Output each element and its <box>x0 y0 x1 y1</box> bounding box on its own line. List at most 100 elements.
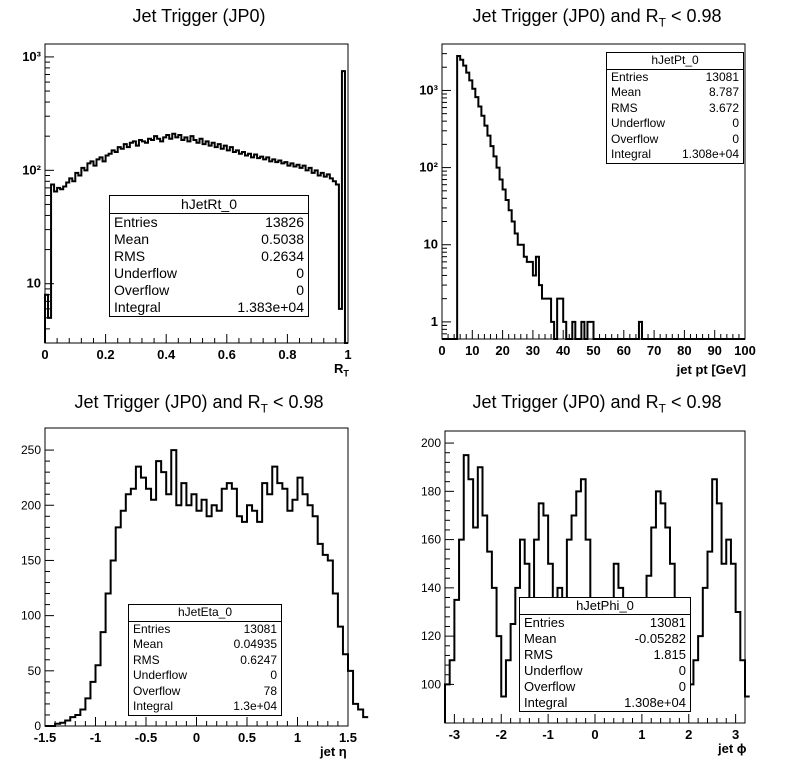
x-tick-label: 90 <box>707 343 721 358</box>
stats-row: Entries 13081 <box>524 615 686 630</box>
histogram-series <box>442 54 745 340</box>
x-tick-label: 0.8 <box>278 347 296 362</box>
x-tick-label: -2 <box>495 727 507 742</box>
x-tick-label: 0 <box>193 730 200 745</box>
histogram-series <box>44 70 348 344</box>
x-tick-label: 60 <box>617 343 631 358</box>
histogram-series <box>45 449 369 727</box>
y-tick-label: 140 <box>421 581 441 595</box>
y-tick-label: 10³ <box>22 49 41 64</box>
stats-row: Integral 1.308e+04 <box>611 147 739 161</box>
stats-name: hJetEta_0 <box>129 605 281 622</box>
x-tick-label: 20 <box>495 343 509 358</box>
x-tick-label: 80 <box>677 343 691 358</box>
x-tick-label: 1 <box>294 730 301 745</box>
stats-box: hJetPt_0 Entries 13081 Mean 8.787 RMS 3.672… <box>606 52 744 164</box>
x-axis-label: jet η <box>320 744 347 759</box>
stats-row: Integral 1.3e+04 <box>133 699 277 713</box>
x-tick-label: 40 <box>556 343 570 358</box>
stats-box: hJetEta_0 Entries 13081 Mean 0.04935 RMS 0.… <box>128 604 282 716</box>
x-tick-label: 0.6 <box>218 347 236 362</box>
y-tick-label: 200 <box>21 498 41 512</box>
x-tick-label: 70 <box>647 343 661 358</box>
x-tick-label: 100 <box>734 343 756 358</box>
chart-panel-rt: Jet Trigger (JP0) 0 0.2 0.4 0.6 0.8 1 10 10² 10³… <box>0 0 398 386</box>
stats-row: RMS 3.672 <box>611 100 739 115</box>
x-axis-label: RT <box>334 361 349 379</box>
stats-row: Mean 8.787 <box>611 85 739 99</box>
stats-row: Entries 13081 <box>611 69 739 84</box>
x-tick-label: 2 <box>685 727 692 742</box>
stats-name: hJetPt_0 <box>607 53 743 70</box>
stats-row: Integral 1.383e+04 <box>114 299 304 315</box>
x-tick-label: 0.2 <box>97 347 115 362</box>
x-tick-label: 1 <box>344 347 351 362</box>
x-tick-label: -1 <box>542 727 554 742</box>
stats-row: Overflow 0 <box>524 679 686 694</box>
stats-name: hJetRt_0 <box>110 196 308 214</box>
x-tick-label: 0 <box>591 727 598 742</box>
stats-row: Underflow 0 <box>114 265 304 281</box>
x-tick-label: 50 <box>586 343 600 358</box>
stats-row: RMS 0.2634 <box>114 248 304 264</box>
x-tick-label: 0.5 <box>238 730 256 745</box>
chart-title: Jet Trigger (JP0) <box>132 6 266 26</box>
histogram-phi: -3 -2 -1 0 1 2 3 100 120 140 160 180 200 <box>421 430 750 742</box>
y-tick-label: 0 <box>34 719 41 733</box>
y-tick-label: 100 <box>21 609 41 623</box>
x-tick-label: 10 <box>465 343 479 358</box>
x-tick-label: 1 <box>638 727 645 742</box>
x-tick-label: 1.5 <box>339 730 357 745</box>
y-tick-label: 100 <box>421 677 441 691</box>
stats-row: Entries 13081 <box>133 621 277 636</box>
chart-panel-phi: Jet Trigger (JP0) and RT < 0.98 -3 -2 -1 0 1… <box>398 386 796 772</box>
stats-row: Underflow 0 <box>611 116 739 130</box>
y-tick-label: 120 <box>421 629 441 643</box>
y-tick-label: 10² <box>419 160 438 175</box>
x-tick-label: 3 <box>732 727 739 742</box>
chart-title: Jet Trigger (JP0) and RT < 0.98 <box>472 6 722 30</box>
chart-panel-pt: Jet Trigger (JP0) and RT < 0.98 0 10 20 30 4… <box>398 0 796 386</box>
x-tick-label: 0.4 <box>157 347 176 362</box>
x-tick-label: 0 <box>438 343 445 358</box>
chart-panel-eta: Jet Trigger (JP0) and RT < 0.98 -1.5 -1 -0… <box>0 386 398 772</box>
y-tick-label: 10 <box>424 237 438 252</box>
stats-box: hJetPhi_0 Entries 13081 Mean -0.05282 RMS 1… <box>519 597 691 712</box>
stats-row: Entries 13826 <box>114 214 304 230</box>
chart-title: Jet Trigger (JP0) and RT < 0.98 <box>74 392 324 416</box>
y-tick-label: 160 <box>421 533 441 547</box>
stats-row: RMS 0.6247 <box>133 652 277 667</box>
stats-row: Overflow 0 <box>611 131 739 146</box>
y-tick-label: 1 <box>431 314 438 329</box>
x-tick-label: 30 <box>526 343 540 358</box>
x-tick-label: -1.5 <box>34 730 56 745</box>
histogram-eta: -1.5 -1 -0.5 0 0.5 1 1.5 0 50 100 150 200 250 <box>21 427 369 745</box>
chart-title: Jet Trigger (JP0) and RT < 0.98 <box>472 392 722 416</box>
y-tick-label: 200 <box>421 436 441 450</box>
stats-row: Underflow 0 <box>133 668 277 682</box>
x-tick-label: -1 <box>90 730 102 745</box>
stats-row: Mean 0.5038 <box>114 231 304 247</box>
y-tick-label: 150 <box>21 553 41 567</box>
x-axis-label: jet ϕ <box>718 741 747 756</box>
stats-row: Underflow 0 <box>524 663 686 678</box>
y-tick-label: 50 <box>28 664 42 678</box>
histogram-rt: 0 0.2 0.4 0.6 0.8 1 10 10² 10³ <box>22 43 352 362</box>
x-tick-label: 0 <box>41 347 48 362</box>
stats-name: hJetPhi_0 <box>520 598 690 615</box>
stats-row: Mean 0.04935 <box>133 637 277 651</box>
plot-frame <box>44 43 349 344</box>
stats-row: Integral 1.308e+04 <box>524 695 686 710</box>
stats-row: RMS 1.815 <box>524 647 686 662</box>
x-tick-label: -3 <box>449 727 461 742</box>
stats-row: Overflow 78 <box>133 683 277 698</box>
y-tick-label: 180 <box>421 484 441 498</box>
x-tick-label: -0.5 <box>135 730 157 745</box>
y-tick-label: 10³ <box>419 82 438 97</box>
y-tick-label: 250 <box>21 443 41 457</box>
y-tick-label: 10² <box>22 162 41 177</box>
y-tick-label: 10 <box>27 276 41 291</box>
x-axis-label: jet pt [GeV] <box>676 362 746 377</box>
stats-box: hJetRt_0 Entries 13826 Mean 0.5038 RMS 0.26… <box>109 195 309 317</box>
